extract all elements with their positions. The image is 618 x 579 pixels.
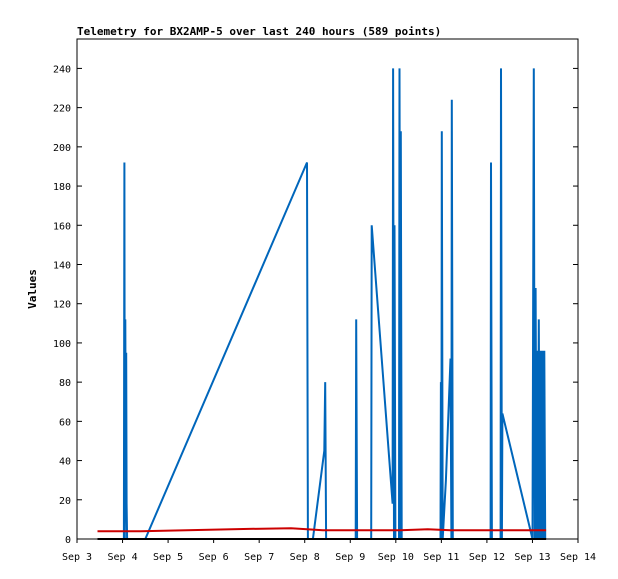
y-axis-label: Values xyxy=(26,269,39,309)
x-tick-label-10: Sep 13 xyxy=(514,552,550,563)
y-tick-label-1: 20 xyxy=(59,496,71,507)
x-tick-label-9: Sep 12 xyxy=(469,552,505,563)
plot-area-frame xyxy=(76,38,579,540)
y-tick-label-12: 240 xyxy=(53,64,71,75)
x-tick-label-1: Sep 4 xyxy=(107,552,137,563)
series-lines xyxy=(97,68,547,540)
x-tick-label-7: Sep 10 xyxy=(378,552,414,563)
y-tick-label-7: 140 xyxy=(53,260,71,271)
y-tick-label-0: 0 xyxy=(65,535,71,546)
x-tick-label-2: Sep 5 xyxy=(153,552,183,563)
y-tick-label-6: 120 xyxy=(53,300,71,311)
y-tick-label-4: 80 xyxy=(59,378,71,389)
y-tick-label-5: 100 xyxy=(53,339,71,350)
x-tick-label-8: Sep 11 xyxy=(423,552,459,563)
y-tick-label-2: 40 xyxy=(59,457,71,468)
y-tick-label-3: 60 xyxy=(59,417,71,428)
series-line-1 xyxy=(97,527,547,533)
tick-marks xyxy=(76,67,579,543)
series-line-0 xyxy=(122,68,547,540)
y-tick-label-8: 160 xyxy=(53,221,71,232)
x-tick-label-6: Sep 9 xyxy=(335,552,365,563)
x-axis-tick-labels: Sep 3 Sep 4 Sep 5 Sep 6 Sep 7 Sep 8 Sep 9 Sep 1… xyxy=(62,552,596,563)
x-tick-label-5: Sep 8 xyxy=(290,552,320,563)
chart-title: Telemetry for BX2AMP-5 over last 240 hou… xyxy=(77,25,441,38)
x-tick-label-0: Sep 3 xyxy=(62,552,92,563)
y-tick-label-11: 220 xyxy=(53,104,71,115)
x-tick-label-11: Sep 14 xyxy=(560,552,596,563)
x-tick-label-4: Sep 7 xyxy=(244,552,274,563)
x-tick-label-3: Sep 6 xyxy=(199,552,229,563)
y-axis-tick-labels: 0 20 40 60 80 100 120 140 160 180 200 220 240 xyxy=(53,64,71,546)
y-tick-label-10: 200 xyxy=(53,143,71,154)
y-tick-label-9: 180 xyxy=(53,182,71,193)
